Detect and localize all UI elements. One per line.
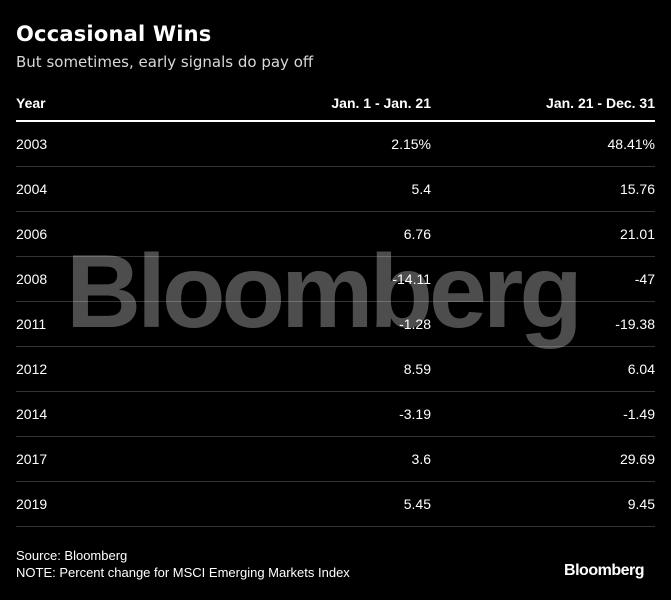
cell-jan1-jan21: 5.4 xyxy=(411,181,431,197)
cell-year: 2012 xyxy=(16,361,48,377)
table-row: 2017 3.6 29.69 xyxy=(16,437,655,482)
cell-year: 2003 xyxy=(16,136,48,152)
cell-jan21-dec31: 48.41% xyxy=(607,136,655,152)
cell-year: 2008 xyxy=(16,271,48,287)
chart-title: Occasional Wins xyxy=(16,22,212,46)
cell-jan1-jan21: -1.28 xyxy=(399,316,431,332)
header-year: Year xyxy=(16,95,46,111)
cell-jan1-jan21: 6.76 xyxy=(403,226,431,242)
source-text: Source: Bloomberg xyxy=(16,548,128,563)
cell-jan21-dec31: 6.04 xyxy=(627,361,655,377)
table-row: 2012 8.59 6.04 xyxy=(16,347,655,392)
cell-year: 2017 xyxy=(16,451,48,467)
source-note: Source: Bloomberg NOTE: Percent change f… xyxy=(16,547,350,581)
cell-year: 2019 xyxy=(16,496,48,512)
cell-year: 2006 xyxy=(16,226,48,242)
header-jan1-jan21: Jan. 1 - Jan. 21 xyxy=(331,95,431,111)
cell-jan21-dec31: 15.76 xyxy=(619,181,655,197)
chart-subtitle: But sometimes, early signals do pay off xyxy=(16,53,314,71)
cell-jan1-jan21: 3.6 xyxy=(411,451,431,467)
table-row: 2008 -14.11 -47 xyxy=(16,257,655,302)
cell-year: 2014 xyxy=(16,406,48,422)
cell-jan1-jan21: -14.11 xyxy=(392,271,431,287)
cell-jan1-jan21: 8.59 xyxy=(403,361,431,377)
table-row: 2004 5.4 15.76 xyxy=(16,167,655,212)
cell-year: 2011 xyxy=(16,316,47,332)
cell-jan21-dec31: 29.69 xyxy=(619,451,655,467)
table-row: 2014 -3.19 -1.49 xyxy=(16,392,655,437)
table-header: Year Jan. 1 - Jan. 21 Jan. 21 - Dec. 31 xyxy=(16,86,655,122)
cell-jan1-jan21: 2.15% xyxy=(391,136,431,152)
header-jan21-dec31: Jan. 21 - Dec. 31 xyxy=(546,95,655,111)
cell-jan21-dec31: -1.49 xyxy=(623,406,655,422)
cell-jan1-jan21: 5.45 xyxy=(403,496,431,512)
table-row: 2011 -1.28 -19.38 xyxy=(16,302,655,347)
cell-jan21-dec31: -47 xyxy=(634,271,655,287)
table-row: 2003 2.15% 48.41% xyxy=(16,122,655,167)
table-row: 2019 5.45 9.45 xyxy=(16,482,655,527)
cell-jan21-dec31: 21.01 xyxy=(619,226,655,242)
note-text: NOTE: Percent change for MSCI Emerging M… xyxy=(16,565,350,580)
cell-jan21-dec31: 9.45 xyxy=(627,496,655,512)
cell-year: 2004 xyxy=(16,181,48,197)
brand-logo: Bloomberg xyxy=(564,562,644,579)
table-body: 2003 2.15% 48.41% 2004 5.4 15.76 2006 6.76 21.01… xyxy=(16,122,655,527)
table-row: 2006 6.76 21.01 xyxy=(16,212,655,257)
data-table: Year Jan. 1 - Jan. 21 Jan. 21 - Dec. 31 … xyxy=(16,86,655,527)
cell-jan21-dec31: -19.38 xyxy=(615,316,655,332)
cell-jan1-jan21: -3.19 xyxy=(399,406,431,422)
